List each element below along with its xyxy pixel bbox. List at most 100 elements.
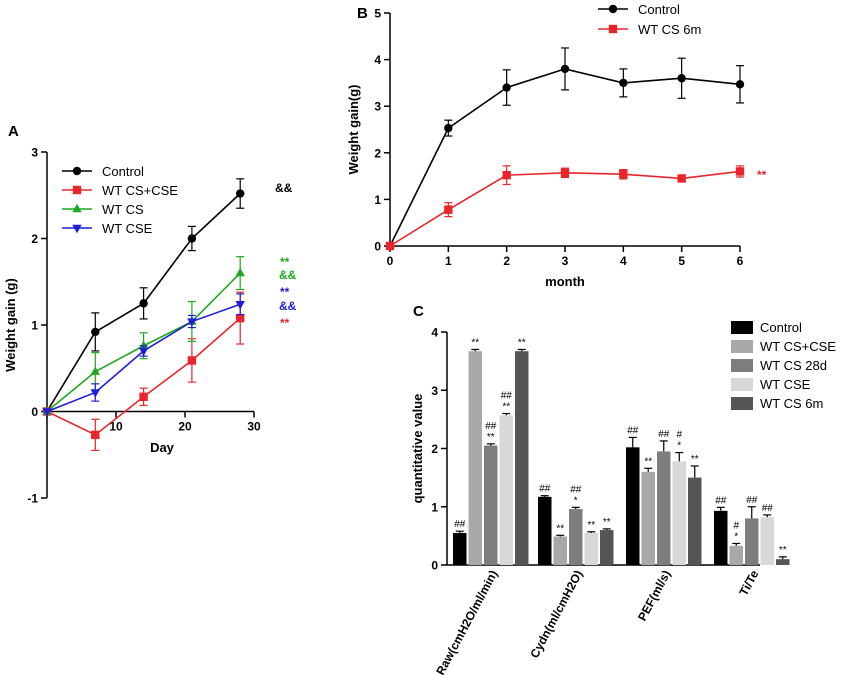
significance-label: ## (715, 495, 727, 506)
legend-swatch (731, 397, 753, 410)
y-tick-label: 2 (31, 232, 38, 246)
data-point (735, 167, 745, 176)
significance-label: ** (502, 402, 510, 413)
x-tick-label: 3 (562, 254, 569, 268)
significance-label: # (733, 520, 739, 531)
significance-label: ** (487, 432, 495, 443)
panel-b: B 0 1 2 3 4 5 0 1 2 3 4 5 6 month Weight gain(g) ** Cont… (346, 2, 767, 289)
legend-entry: WT CSE (102, 221, 153, 236)
bar (584, 532, 598, 565)
y-tick-label: 2 (374, 146, 381, 160)
data-point (236, 189, 245, 198)
legend-entry: WT CS 6m (638, 22, 701, 37)
significance-label: ** (280, 285, 290, 299)
bar (569, 509, 583, 565)
y-tick-label: 5 (374, 7, 381, 21)
bar-group-0: ##**##**##**** (453, 337, 529, 565)
legend-entry: Control (102, 164, 144, 179)
data-point (187, 318, 197, 327)
panel-c-label: C (413, 303, 424, 320)
significance-label: * (677, 441, 681, 452)
x-axis-title: month (545, 274, 585, 289)
y-axis-title: Weight gain(g) (346, 84, 361, 174)
significance-label: ** (691, 454, 699, 465)
significance-label: ** (644, 456, 652, 467)
series-control (385, 47, 745, 251)
bar (688, 477, 702, 565)
x-tick-label: 30 (247, 420, 261, 434)
data-point (139, 299, 148, 308)
significance-label: ** (556, 523, 564, 534)
data-point (619, 78, 628, 88)
data-point (90, 366, 100, 375)
y-tick-label: 0 (31, 405, 38, 419)
bar (468, 351, 482, 565)
data-point (677, 174, 686, 183)
bar (538, 496, 552, 565)
bar (729, 545, 743, 565)
data-point (385, 241, 395, 251)
significance-label: ** (280, 255, 290, 269)
legend-marker (72, 185, 82, 195)
legend-swatch (731, 359, 753, 372)
legend-entry: WT CS 6m (760, 396, 823, 411)
data-point (619, 170, 628, 179)
y-tick-label: 3 (374, 100, 381, 114)
legend-entry: WT CS 28d (760, 358, 827, 373)
y-tick-label: 2 (431, 442, 438, 456)
legend-entry: WT CSE (760, 377, 811, 392)
x-tick-label: 4 (620, 254, 627, 268)
x-tick-label: Ti/Te (736, 568, 761, 599)
data-point (444, 205, 453, 214)
panel-a-label: A (8, 123, 19, 140)
data-point (236, 313, 245, 323)
significance-label: ## (485, 421, 497, 432)
bar (760, 517, 774, 565)
legend-swatch (731, 378, 753, 391)
data-point (735, 80, 745, 89)
legend-entry: Control (638, 2, 680, 17)
y-tick-label: 4 (431, 326, 438, 340)
significance-label: ## (762, 503, 774, 514)
bar (499, 415, 513, 565)
significance-label: && (275, 181, 293, 195)
series-control: && (42, 178, 293, 416)
bar (553, 536, 567, 565)
data-point (139, 392, 148, 401)
significance-label: ## (627, 425, 639, 436)
data-point (502, 83, 511, 92)
data-point (677, 74, 686, 83)
y-tick-label: 0 (431, 559, 438, 573)
significance-label: ## (570, 484, 582, 495)
legend-entry: WT CS (102, 202, 144, 217)
significance-label: ** (603, 517, 611, 528)
significance-label: # (676, 430, 682, 441)
x-tick-label: 5 (678, 254, 685, 268)
data-point (560, 168, 570, 178)
significance-label: ## (501, 391, 513, 402)
data-point (235, 301, 245, 310)
significance-label: && (279, 268, 297, 282)
series-line (389, 68, 741, 247)
significance-label: ** (280, 316, 290, 330)
x-axis-title: Day (150, 440, 175, 455)
legend: Control WT CS+CSE WT CS 28d WT CSE WT CS 6m (731, 320, 836, 411)
x-tick-label: 2 (503, 254, 510, 268)
significance-label: ## (746, 495, 758, 506)
series-line (389, 170, 741, 247)
data-point (560, 64, 570, 74)
bar (745, 518, 759, 565)
bar (626, 447, 640, 565)
series-wt-cse: **&& (42, 285, 297, 417)
bar (453, 532, 467, 565)
y-tick-label: 1 (431, 500, 438, 514)
data-point (235, 267, 245, 277)
significance-label: ** (518, 337, 526, 348)
x-tick-label: 0 (387, 254, 394, 268)
significance-label: ** (471, 337, 479, 348)
legend-marker (608, 4, 618, 14)
bar (776, 559, 790, 565)
significance-label: * (734, 531, 738, 542)
